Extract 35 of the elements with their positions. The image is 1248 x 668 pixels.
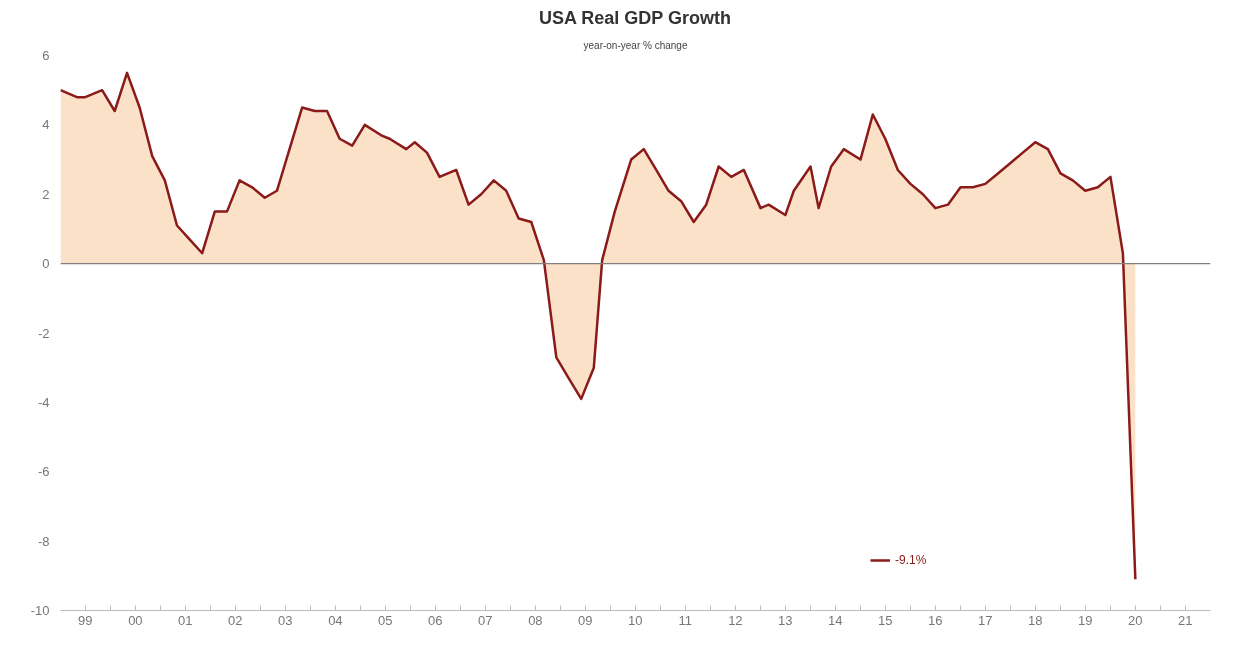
- x-tick-label: 07: [478, 612, 493, 628]
- x-tick-label: 00: [128, 612, 143, 628]
- x-tick-label: 16: [928, 612, 943, 628]
- x-tick-label: 17: [978, 612, 993, 628]
- x-tick-label: 05: [378, 612, 393, 628]
- x-tick-label: 06: [428, 612, 443, 628]
- y-tick-label: 6: [42, 48, 50, 63]
- x-tick-label: 13: [778, 612, 793, 628]
- x-tick-label: 02: [228, 612, 243, 628]
- x-tick-label: 04: [328, 612, 343, 628]
- x-tick-label: 01: [178, 612, 193, 628]
- y-tick-label: -8: [37, 533, 50, 549]
- x-tick-label: 11: [678, 612, 693, 628]
- y-tick-label: 0: [42, 256, 50, 272]
- x-tick-label: 14: [828, 612, 843, 628]
- x-tick-label: 12: [728, 612, 743, 628]
- y-tick-label: -2: [37, 325, 50, 341]
- x-tick-label: 15: [878, 612, 893, 628]
- x-tick-label: 03: [278, 612, 293, 628]
- y-tick-label: -4: [37, 394, 50, 410]
- x-tick-label: 18: [1028, 612, 1043, 628]
- x-tick-label: 09: [578, 612, 593, 628]
- chart-subtitle: year-on-year % change: [583, 39, 688, 51]
- x-tick-label: 99: [78, 612, 93, 628]
- x-tick-label: 10: [628, 612, 643, 628]
- y-tick-label: 4: [42, 117, 50, 133]
- chart-title: USA Real GDP Growth: [538, 7, 732, 28]
- y-tick-label: -6: [37, 464, 50, 480]
- x-tick-label: 08: [528, 612, 543, 628]
- y-tick-label: 2: [42, 186, 50, 202]
- legend-label: -9.1%: [895, 553, 927, 567]
- y-tick-label: -10: [30, 603, 50, 618]
- x-tick-label: 20: [1128, 612, 1143, 628]
- x-tick-label: 21: [1178, 612, 1193, 628]
- x-tick-label: 19: [1078, 612, 1093, 628]
